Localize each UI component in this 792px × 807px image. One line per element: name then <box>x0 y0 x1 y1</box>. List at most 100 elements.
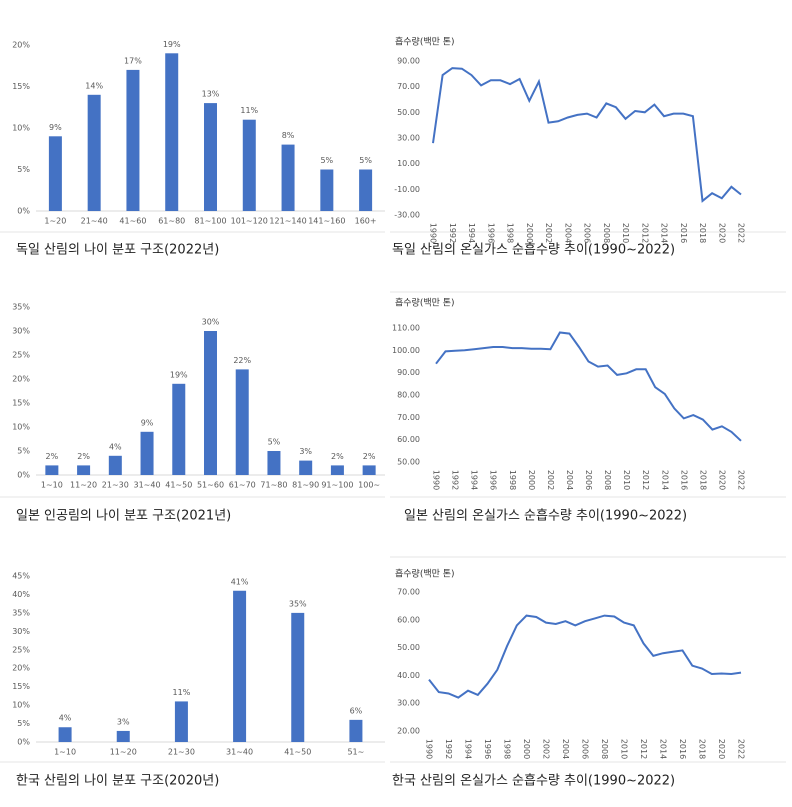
x-tick-label: 2016 <box>678 739 687 759</box>
data-label: 5% <box>359 156 372 165</box>
x-tick-label: 11~20 <box>70 481 97 490</box>
x-tick-label: 1~10 <box>54 748 76 757</box>
y-tick-label: 100.00 <box>392 346 420 355</box>
x-tick-label: 1990 <box>432 470 441 490</box>
bar <box>77 465 91 475</box>
data-label: 9% <box>49 123 62 132</box>
y-tick-label: 60.00 <box>397 615 420 624</box>
data-label: 3% <box>299 447 312 456</box>
bar <box>204 103 217 211</box>
bar <box>362 465 376 475</box>
x-tick-label: 2006 <box>583 223 592 243</box>
x-tick-label: 2004 <box>561 739 570 759</box>
y-tick-label: 15% <box>12 399 30 408</box>
x-tick-label: 2010 <box>622 470 631 490</box>
bar <box>116 730 130 742</box>
x-tick-label: 1994 <box>470 470 479 490</box>
y-tick-label: 10% <box>12 701 30 710</box>
bar <box>108 455 122 475</box>
y-tick-label: 10.00 <box>397 159 420 168</box>
x-tick-label: 2020 <box>717 223 726 243</box>
y-tick-label: 15% <box>12 82 30 91</box>
bar <box>87 94 101 211</box>
y-tick-label: 80.00 <box>397 391 420 400</box>
x-tick-label: 2000 <box>522 739 531 759</box>
x-tick-label: 1992 <box>451 470 460 490</box>
bar <box>349 719 363 742</box>
x-tick-label: 2022 <box>737 739 746 759</box>
x-tick-label: 141~160 <box>308 217 345 226</box>
x-tick-label: 2012 <box>641 470 650 490</box>
x-tick-label: 2014 <box>659 739 668 759</box>
y-tick-label: 30.00 <box>397 134 420 143</box>
x-tick-label: 1996 <box>483 739 492 759</box>
x-tick-label: 1990 <box>429 223 438 243</box>
caption: 일본 산림의 온실가스 순흡수량 추이(1990~2022) <box>404 509 687 524</box>
caption: 한국 산림의 온실가스 순흡수량 추이(1990~2022) <box>392 774 675 789</box>
data-label: 2% <box>363 452 376 461</box>
bar <box>48 136 62 211</box>
y-tick-label: 10% <box>12 423 30 432</box>
y-axis-label: 흡수량(백만 톤) <box>395 297 455 309</box>
y-tick-label: -10.00 <box>394 185 420 194</box>
data-label: 13% <box>202 90 220 99</box>
y-tick-label: 5% <box>17 447 30 456</box>
y-tick-label: 110.00 <box>392 324 420 333</box>
y-tick-label: 10% <box>12 124 30 133</box>
bar <box>165 53 179 211</box>
x-tick-label: 2016 <box>679 223 688 243</box>
bar <box>126 69 140 212</box>
x-tick-label: 71~80 <box>260 481 287 490</box>
x-tick-label: 2012 <box>640 223 649 243</box>
data-label: 19% <box>163 40 181 49</box>
data-label: 5% <box>268 438 281 447</box>
caption: 일본 인공림의 나이 분포 구조(2021년) <box>16 509 231 524</box>
x-tick-label: 2018 <box>698 739 707 759</box>
x-tick-label: 1992 <box>448 223 457 243</box>
x-tick-label: 100~ <box>358 481 380 490</box>
bar <box>58 727 72 742</box>
x-tick-label: 2006 <box>584 470 593 490</box>
y-tick-label: 60.00 <box>397 435 420 444</box>
y-tick-label: 50.00 <box>397 643 420 652</box>
line-series <box>432 67 742 203</box>
x-tick-label: 21~30 <box>168 748 195 757</box>
y-tick-label: 25% <box>12 645 30 654</box>
data-label: 19% <box>170 370 188 379</box>
line-series <box>428 614 742 699</box>
y-axis-label: 흡수량(백만 톤) <box>395 568 455 580</box>
x-tick-label: 2020 <box>717 739 726 759</box>
x-tick-label: 1998 <box>508 470 517 490</box>
x-tick-label: 31~40 <box>134 481 161 490</box>
data-label: 4% <box>59 714 72 723</box>
y-tick-label: 70.00 <box>397 82 420 91</box>
bar <box>204 331 217 475</box>
x-tick-label: 2002 <box>542 739 551 759</box>
x-tick-label: 2016 <box>679 470 688 490</box>
y-tick-label: 70.00 <box>397 413 420 422</box>
x-tick-label: 2006 <box>581 739 590 759</box>
caption: 독일 산림의 나이 분포 구조(2022년) <box>16 243 219 258</box>
y-tick-label: 20% <box>12 41 30 50</box>
y-tick-label: 90.00 <box>397 368 420 377</box>
x-tick-label: 2000 <box>527 470 536 490</box>
data-label: 30% <box>202 318 220 327</box>
y-tick-label: 0% <box>17 471 30 480</box>
x-tick-label: 2008 <box>603 470 612 490</box>
bar <box>172 383 186 475</box>
y-tick-label: 30% <box>12 627 30 636</box>
x-tick-label: 21~30 <box>102 481 129 490</box>
y-tick-label: 5% <box>17 165 30 174</box>
x-tick-label: 1996 <box>489 470 498 490</box>
x-tick-label: 2014 <box>660 470 669 490</box>
y-tick-label: 40% <box>12 590 30 599</box>
data-label: 2% <box>331 452 344 461</box>
bar <box>281 144 295 211</box>
data-label: 6% <box>350 706 363 715</box>
x-tick-label: 31~40 <box>226 748 253 757</box>
x-tick-label: 81~100 <box>194 217 226 226</box>
x-tick-label: 61~70 <box>229 481 256 490</box>
y-tick-label: 35% <box>12 303 30 312</box>
x-tick-label: 1994 <box>464 739 473 759</box>
x-tick-label: 2018 <box>698 470 707 490</box>
